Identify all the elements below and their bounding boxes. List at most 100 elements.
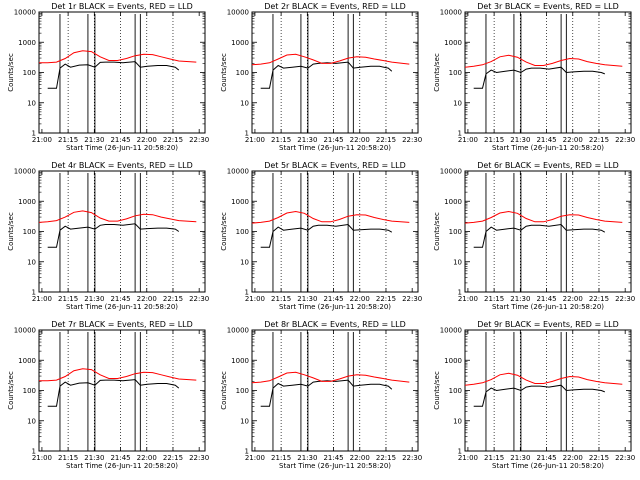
- panel-2: Det 2r BLACK = Events, RED = LLD 1 10 100 10…: [220, 2, 422, 152]
- x-axis-label: Start Time (26-Jun-11 20:58:20): [492, 462, 604, 470]
- x-tick-label: 21:15: [484, 295, 504, 303]
- x-tick-label: 21:15: [58, 136, 78, 144]
- y-tick-label: 1000: [231, 357, 249, 365]
- series-events: [260, 223, 393, 248]
- plot-frame: [251, 170, 419, 293]
- y-tick-label: 10000: [227, 9, 249, 17]
- series-events: [473, 66, 605, 89]
- plot-frame: [38, 11, 206, 134]
- y-tick-label: 100: [236, 387, 249, 395]
- series-events: [47, 379, 180, 407]
- x-tick-label: 21:00: [458, 295, 478, 303]
- x-tick-label: 21:15: [58, 295, 78, 303]
- panel-5: Det 5r BLACK = Events, RED = LLD 1 10 100 10…: [220, 161, 422, 311]
- series-lld: [251, 210, 410, 224]
- y-axis-label: Counts/sec: [220, 212, 228, 251]
- panel-title: Det 7r BLACK = Events, RED = LLD: [51, 320, 193, 329]
- y-tick-label: 1000: [231, 198, 249, 206]
- y-tick-label: 1000: [18, 357, 36, 365]
- x-tick-label: 22:30: [402, 136, 422, 144]
- y-tick-label: 1: [245, 130, 249, 138]
- y-tick-label: 10: [453, 99, 462, 107]
- x-tick-label: 22:30: [189, 136, 209, 144]
- x-tick-label: 22:15: [589, 295, 609, 303]
- y-tick-label: 10: [453, 258, 462, 266]
- y-tick-label: 1000: [18, 39, 36, 47]
- x-tick-label: 21:15: [271, 295, 291, 303]
- x-tick-label: 22:00: [563, 136, 583, 144]
- y-tick-label: 100: [449, 228, 462, 236]
- y-tick-label: 1000: [231, 39, 249, 47]
- series-events: [260, 61, 393, 89]
- plot-frame: [464, 170, 632, 293]
- y-tick-label: 10: [240, 417, 249, 425]
- series-events: [47, 61, 180, 89]
- x-tick-label: 21:45: [536, 454, 556, 462]
- x-tick-label: 21:00: [245, 295, 265, 303]
- x-tick-label: 22:30: [615, 136, 635, 144]
- x-tick-label: 22:00: [350, 295, 370, 303]
- panel-title: Det 5r BLACK = Events, RED = LLD: [264, 161, 406, 170]
- x-tick-label: 21:30: [297, 295, 317, 303]
- x-tick-label: 21:00: [32, 295, 52, 303]
- x-axis-label: Start Time (26-Jun-11 20:58:20): [279, 303, 391, 311]
- x-tick-label: 21:45: [536, 136, 556, 144]
- y-tick-label: 1000: [444, 39, 462, 47]
- y-tick-label: 10000: [14, 168, 36, 176]
- x-tick-label: 21:30: [84, 136, 104, 144]
- y-tick-label: 1: [458, 289, 462, 297]
- x-tick-label: 21:30: [297, 454, 317, 462]
- y-axis-label: Counts/sec: [433, 212, 441, 251]
- x-tick-label: 21:00: [458, 454, 478, 462]
- series-lld: [464, 210, 623, 224]
- x-tick-label: 21:45: [323, 136, 343, 144]
- y-tick-label: 1000: [18, 198, 36, 206]
- y-tick-label: 10000: [14, 327, 36, 335]
- plot-frame: [38, 170, 206, 293]
- x-tick-label: 21:15: [484, 136, 504, 144]
- x-tick-label: 21:45: [323, 295, 343, 303]
- x-axis-label: Start Time (26-Jun-11 20:58:20): [279, 144, 391, 152]
- panel-title: Det 9r BLACK = Events, RED = LLD: [477, 320, 619, 329]
- x-tick-label: 22:30: [402, 295, 422, 303]
- y-tick-label: 10000: [14, 9, 36, 17]
- x-tick-label: 22:15: [376, 295, 396, 303]
- y-axis-label: Counts/sec: [7, 53, 15, 92]
- x-tick-label: 21:45: [536, 295, 556, 303]
- x-tick-label: 22:30: [189, 454, 209, 462]
- series-lld: [38, 210, 197, 223]
- x-tick-label: 21:30: [510, 454, 530, 462]
- panel-title: Det 4r BLACK = Events, RED = LLD: [51, 161, 193, 170]
- panel-9: Det 9r BLACK = Events, RED = LLD 1 10 100 10…: [433, 320, 635, 470]
- y-tick-label: 100: [236, 69, 249, 77]
- series-lld: [464, 372, 623, 386]
- plot-frame: [38, 329, 206, 452]
- x-tick-label: 21:00: [245, 454, 265, 462]
- panel-title: Det 6r BLACK = Events, RED = LLD: [477, 161, 619, 170]
- x-tick-label: 21:30: [297, 136, 317, 144]
- x-tick-label: 21:30: [84, 454, 104, 462]
- y-axis-label: Counts/sec: [220, 53, 228, 92]
- y-tick-label: 1: [245, 448, 249, 456]
- y-tick-label: 10: [27, 417, 36, 425]
- x-tick-label: 22:15: [589, 454, 609, 462]
- x-tick-label: 22:15: [163, 295, 183, 303]
- y-tick-label: 1: [32, 289, 36, 297]
- y-tick-label: 10000: [440, 9, 462, 17]
- x-tick-label: 21:45: [323, 454, 343, 462]
- y-axis-label: Counts/sec: [220, 371, 228, 410]
- panel-title: Det 2r BLACK = Events, RED = LLD: [264, 2, 406, 11]
- plot-frame: [251, 11, 419, 134]
- y-tick-label: 10000: [440, 168, 462, 176]
- y-tick-label: 100: [449, 387, 462, 395]
- x-tick-label: 22:00: [563, 295, 583, 303]
- x-axis-label: Start Time (26-Jun-11 20:58:20): [66, 144, 178, 152]
- y-tick-label: 10000: [440, 327, 462, 335]
- x-tick-label: 22:15: [163, 454, 183, 462]
- panel-6: Det 6r BLACK = Events, RED = LLD 1 10 100 10…: [433, 161, 635, 311]
- y-tick-label: 10: [27, 258, 36, 266]
- x-tick-label: 21:15: [271, 454, 291, 462]
- y-tick-label: 100: [236, 228, 249, 236]
- y-tick-label: 1: [32, 130, 36, 138]
- x-axis-label: Start Time (26-Jun-11 20:58:20): [492, 144, 604, 152]
